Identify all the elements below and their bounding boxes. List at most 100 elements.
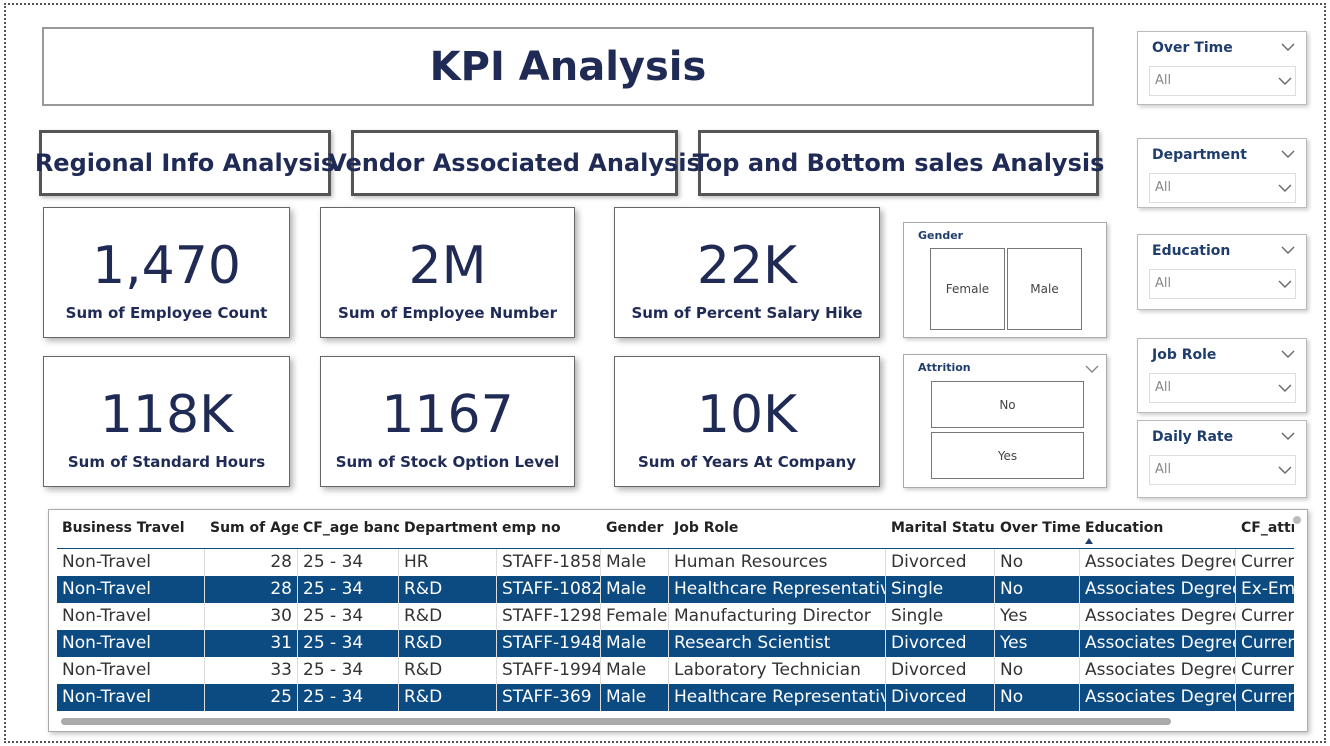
table-cell: R&D [399, 657, 497, 684]
kpi-card: 22K Sum of Percent Salary Hike [614, 207, 880, 338]
table-cell: Associates Degree [1080, 684, 1236, 711]
kpi-card: 118K Sum of Standard Hours [43, 356, 290, 487]
chevron-icon [1278, 466, 1292, 474]
table-cell: R&D [399, 630, 497, 657]
column-header[interactable]: Job Role [674, 520, 739, 536]
filter-dropdown[interactable]: All [1149, 66, 1296, 96]
filter-slicer: Education All [1137, 234, 1307, 310]
slicer-option[interactable]: No [931, 381, 1084, 428]
table-cell: STAFF-1298 [497, 603, 601, 630]
table-cell: Divorced [886, 549, 995, 576]
column-header[interactable]: Marital Status [891, 520, 995, 536]
kpi-value: 118K [99, 385, 234, 445]
table-cell: Human Resources [669, 549, 886, 576]
table-cell: Non-Travel [57, 630, 205, 657]
kpi-value: 1,470 [92, 236, 241, 296]
table-cell: Female [601, 603, 669, 630]
kpi-card: 2M Sum of Employee Number [320, 207, 575, 338]
filter-title: Department [1152, 147, 1247, 163]
table-cell: STAFF-1858 [497, 549, 601, 576]
filter-title: Over Time [1152, 40, 1233, 56]
kpi-label: Sum of Stock Option Level [335, 453, 560, 471]
slicer-option[interactable]: Female [930, 248, 1005, 330]
table-cell: No [995, 657, 1080, 684]
column-header[interactable]: emp no [502, 520, 561, 536]
table-visual: Business Travel Sum of Age CF_age band Depa… [48, 509, 1308, 732]
filter-dropdown[interactable]: All [1149, 455, 1296, 485]
filter-slicer: Daily Rate All [1137, 420, 1307, 498]
table-cell: Curren [1236, 657, 1294, 684]
filter-value: All [1155, 276, 1172, 291]
table-cell: Divorced [886, 657, 995, 684]
filter-dropdown[interactable]: All [1149, 173, 1296, 203]
table-cell: 25 - 34 [298, 684, 399, 711]
table-cell: Divorced [886, 684, 995, 711]
table-cell: Healthcare Representative [669, 576, 886, 603]
table-cell: No [995, 549, 1080, 576]
nav-button[interactable]: Vendor Associated Analysis [328, 130, 701, 196]
filter-dropdown[interactable]: All [1149, 269, 1296, 299]
column-header[interactable]: CF_age band [303, 520, 399, 536]
table-cell: STAFF-1948 [497, 630, 601, 657]
chevron-icon [1085, 365, 1099, 373]
kpi-label: Sum of Years At Company [638, 453, 856, 471]
column-header[interactable]: CF_attri [1241, 520, 1294, 536]
kpi-value: 22K [696, 236, 798, 296]
kpi-card: 1,470 Sum of Employee Count [43, 207, 290, 338]
chevron-icon [1281, 350, 1295, 358]
nav-button[interactable]: Top and Bottom sales Analysis [693, 130, 1104, 196]
table-cell: Curren [1236, 684, 1294, 711]
column-header[interactable]: Education [1085, 520, 1164, 536]
slicer-option[interactable]: Male [1007, 248, 1082, 330]
nav-button[interactable]: Regional Info Analysis [35, 130, 335, 196]
kpi-label: Sum of Percent Salary Hike [631, 304, 863, 322]
table-cell: Male [601, 630, 669, 657]
chevron-icon [1281, 432, 1295, 440]
filter-value: All [1155, 380, 1172, 395]
filter-slicer: Department All [1137, 138, 1307, 208]
table-cell: 25 - 34 [298, 630, 399, 657]
table-cell: 25 - 34 [298, 657, 399, 684]
table-cell: Associates Degree [1080, 657, 1236, 684]
kpi-value: 1167 [381, 385, 514, 445]
table-cell: Associates Degree [1080, 549, 1236, 576]
chevron-icon [1281, 246, 1295, 254]
scroll-indicator [1293, 516, 1301, 524]
kpi-label: Sum of Standard Hours [67, 453, 266, 471]
table-cell: Non-Travel [57, 684, 205, 711]
slicer-option[interactable]: Yes [931, 432, 1084, 479]
column-header[interactable]: Over Time [1000, 520, 1080, 536]
chevron-icon [1281, 43, 1295, 51]
table-cell: 28 [205, 576, 298, 603]
column-header[interactable]: Gender [606, 520, 664, 536]
table-cell: 25 - 34 [298, 576, 399, 603]
filter-dropdown[interactable]: All [1149, 373, 1296, 403]
table-cell: STAFF-369 [497, 684, 601, 711]
slicer-title: Attrition [918, 361, 971, 374]
kpi-value: 2M [408, 236, 487, 296]
table-cell: Non-Travel [57, 549, 205, 576]
table-cell: Manufacturing Director [669, 603, 886, 630]
horizontal-scrollbar[interactable] [61, 718, 1171, 725]
table-cell: Yes [995, 630, 1080, 657]
column-header[interactable]: Business Travel [62, 520, 185, 536]
table-cell: Yes [995, 603, 1080, 630]
table-cell: 31 [205, 630, 298, 657]
table-cell: 33 [205, 657, 298, 684]
slicer-title: Gender [918, 229, 964, 242]
chevron-icon [1278, 184, 1292, 192]
attrition-slicer: Attrition No Yes [903, 354, 1107, 488]
table-cell: Non-Travel [57, 657, 205, 684]
table-cell: Healthcare Representative [669, 684, 886, 711]
table-cell: Curren [1236, 630, 1294, 657]
header-divider [57, 548, 1294, 549]
column-header[interactable]: Department [404, 520, 497, 536]
table-cell: 30 [205, 603, 298, 630]
table-cell: 25 [205, 684, 298, 711]
chevron-icon [1278, 77, 1292, 85]
table-cell: STAFF-1082 [497, 576, 601, 603]
table-cell: R&D [399, 576, 497, 603]
table-cell: Curren [1236, 549, 1294, 576]
column-header[interactable]: Sum of Age [210, 520, 298, 536]
